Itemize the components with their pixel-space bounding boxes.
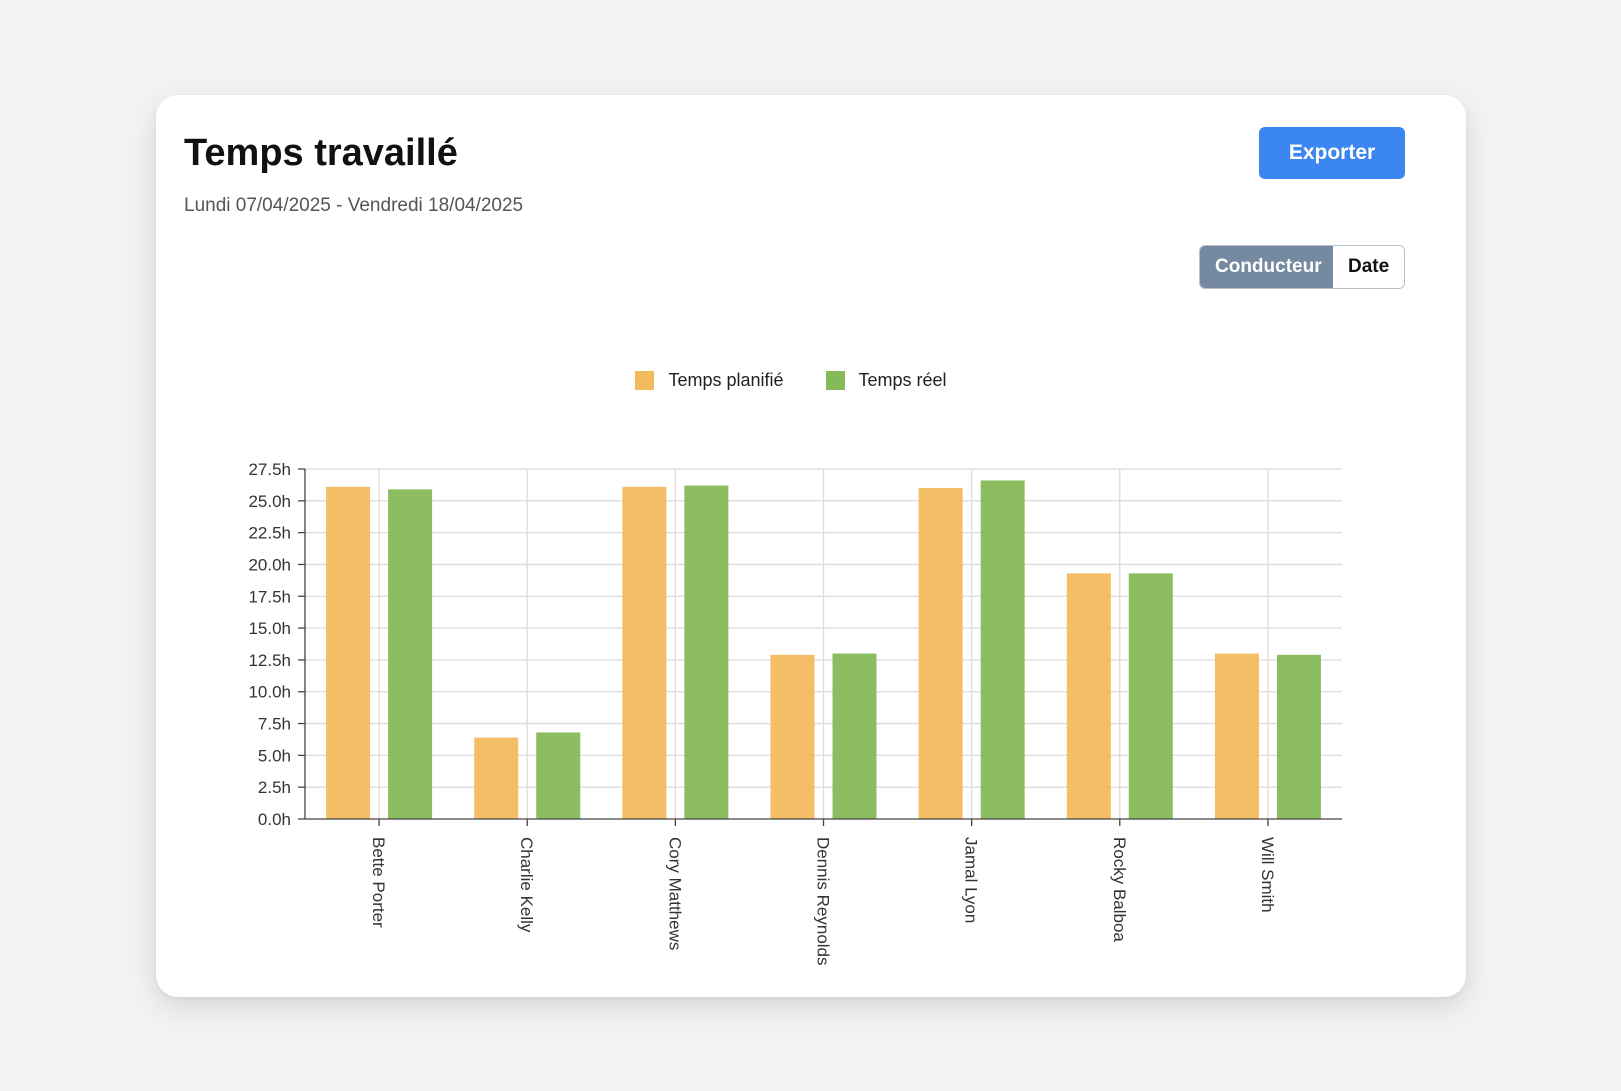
y-tick-label: 7.5h [258,715,291,734]
bar-planned [1214,653,1259,819]
toggle-date[interactable]: Date [1333,246,1404,288]
date-range: Lundi 07/04/2025 - Vendredi 18/04/2025 [184,195,524,216]
y-tick-label: 22.5h [248,524,291,543]
bar-actual [832,653,877,819]
chart-legend: Temps planifié Temps réel [136,370,1446,391]
bar-actual [536,732,581,819]
bar-chart: 0.0h 2.5h 5.0h 7.5h 10.0h 12.5h 15.0h 17.5h 20.0… [248,460,1342,966]
bar-planned [918,488,963,819]
legend-swatch-actual [825,371,845,390]
x-tick-label: Rocky Balboa [1110,837,1129,942]
bar-actual [684,485,729,819]
x-tick-label: Dennis Reynolds [814,837,833,966]
bar-planned [622,486,667,819]
y-tick-label: 2.5h [258,778,291,797]
bar-actual [388,489,433,819]
legend-swatch-planned [635,371,655,390]
page-title: Temps travaillé [184,132,458,174]
view-toggle: Conducteur Date [1199,245,1405,289]
export-button[interactable]: Exporter [1259,127,1405,179]
toggle-conducteur[interactable]: Conducteur [1200,246,1333,288]
x-tick-label: Bette Porter [369,837,388,928]
x-tick-label: Jamal Lyon [962,837,981,923]
legend-label-actual: Temps réel [858,370,947,390]
y-tick-label: 12.5h [248,651,291,670]
bar-planned [1066,573,1111,819]
y-tick-label: 5.0h [258,746,291,765]
chart-card: Temps travaillé Lundi 07/04/2025 - Vendr… [156,95,1466,997]
legend-label-planned: Temps planifié [668,370,784,390]
bar-actual [1276,654,1321,819]
bar-actual [980,480,1025,819]
y-tick-label: 25.0h [248,492,291,511]
y-tick-label: 20.0h [248,555,291,574]
y-tick-label: 17.5h [248,587,291,606]
y-tick-label: 0.0h [258,810,291,829]
y-tick-label: 15.0h [248,619,291,638]
y-tick-label: 27.5h [248,460,291,479]
x-tick-label: Charlie Kelly [517,837,536,933]
legend-item-planned[interactable]: Temps planifié [635,370,784,391]
y-tick-label: 10.0h [248,683,291,702]
bar-planned [326,486,371,819]
bar-planned [770,654,815,819]
x-tick-label: Will Smith [1258,837,1277,913]
x-tick-label: Cory Matthews [665,837,684,950]
bar-planned [474,737,519,819]
bar-actual [1128,573,1173,819]
legend-item-actual[interactable]: Temps réel [825,370,947,391]
